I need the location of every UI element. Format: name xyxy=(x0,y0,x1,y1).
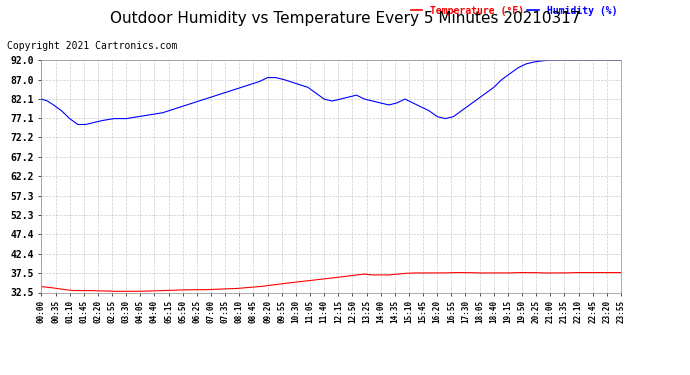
Text: Copyright 2021 Cartronics.com: Copyright 2021 Cartronics.com xyxy=(7,41,177,51)
Text: Outdoor Humidity vs Temperature Every 5 Minutes 20210317: Outdoor Humidity vs Temperature Every 5 … xyxy=(110,11,580,26)
Legend: Temperature (°F), Humidity (%): Temperature (°F), Humidity (%) xyxy=(407,2,621,20)
